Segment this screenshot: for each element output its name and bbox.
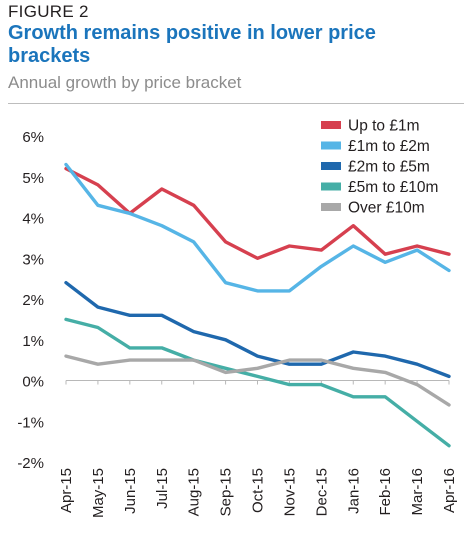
- x-tick-label: Sep-15: [218, 468, 235, 516]
- x-tick-label: Oct-15: [250, 468, 267, 513]
- x-tick-label: Feb-16: [377, 468, 394, 516]
- chart-title: Growth remains positive in lower price b…: [8, 22, 376, 67]
- x-axis: Apr-15 May-15 Jun-15 Jul-15 Aug-15 Sep-15 Oct-…: [58, 380, 458, 518]
- legend-label: £2m to £5m: [348, 159, 430, 176]
- x-tick-label: Jan-16: [345, 468, 362, 514]
- x-tick-label: Dec-15: [313, 468, 330, 516]
- series-line-4: [64, 354, 451, 407]
- x-tick-label: Jul-15: [154, 468, 171, 509]
- y-tick-label: 3%: [22, 251, 44, 268]
- y-axis-labels: -2% -1% 0% 1% 2% 3% 4% 5% 6%: [17, 129, 44, 472]
- series-line-1: [64, 162, 451, 293]
- x-tick-label: May-15: [90, 468, 107, 518]
- y-tick-label: 1%: [22, 333, 44, 350]
- series-line-3: [64, 317, 451, 448]
- x-tick-label: Aug-15: [186, 468, 203, 516]
- x-tick-label: Apr-16: [441, 468, 458, 513]
- legend-label: Up to £1m: [348, 118, 420, 135]
- series-lines: [64, 162, 451, 448]
- legend-label: £5m to £10m: [348, 179, 438, 196]
- y-tick-label: -2%: [17, 455, 44, 472]
- legend: Up to £1m £1m to £2m £2m to £5m £5m to £10m…: [321, 118, 438, 217]
- y-tick-label: 6%: [22, 129, 44, 146]
- y-tick-label: 4%: [22, 211, 44, 228]
- x-tick-label: Apr-15: [58, 468, 75, 513]
- y-tick-label: 0%: [22, 374, 44, 391]
- chart-subtitle: Annual growth by price bracket: [8, 73, 242, 92]
- x-tick-label: Mar-16: [409, 468, 426, 516]
- series-line-2: [64, 281, 451, 379]
- x-tick-label: Nov-15: [281, 468, 298, 516]
- header-divider: [8, 103, 464, 104]
- figure-label: FIGURE 2: [8, 2, 89, 21]
- legend-label: Over £10m: [348, 200, 425, 217]
- y-tick-label: -1%: [17, 414, 44, 431]
- legend-label: £1m to £2m: [348, 138, 430, 155]
- y-tick-label: 2%: [22, 292, 44, 309]
- y-tick-label: 5%: [22, 170, 44, 187]
- x-tick-label: Jun-15: [122, 468, 139, 514]
